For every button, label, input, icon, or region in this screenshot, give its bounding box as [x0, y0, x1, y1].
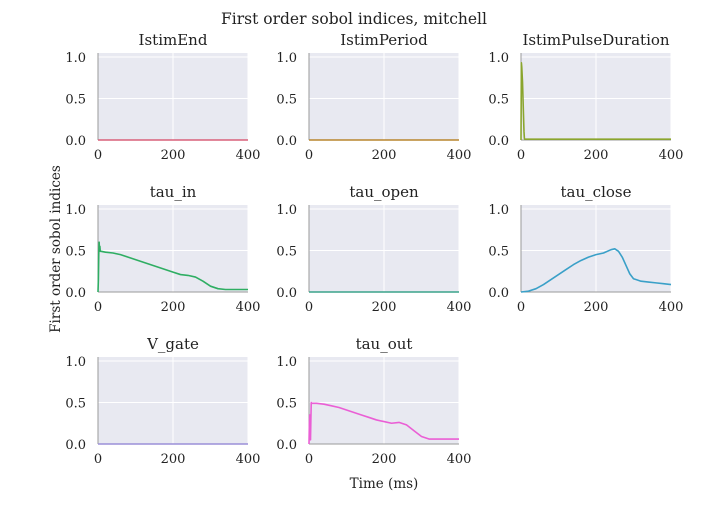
panel-4-xtick-label: 0	[305, 300, 313, 315]
panel-1: IstimPeriod 0.0 0.5 1.0 0 200 400	[276, 31, 471, 163]
panel-1-ytick-label: 0.5	[276, 93, 297, 108]
panel-6-ytick-label: 0.0	[65, 438, 86, 453]
panel-3-xtick-label: 0	[94, 300, 102, 315]
panel-7-title: tau_out	[356, 335, 413, 353]
panel-7-series-line	[308, 401, 459, 445]
panel-2-xtick-label: 200	[584, 148, 609, 163]
panel-0-title: IstimEnd	[139, 31, 208, 49]
panel-0-xtick-label: 400	[236, 148, 261, 163]
panel-5-xtick-label: 200	[584, 300, 609, 315]
panel-6: V_gate 0.0 0.5 1.0 0 200 400	[65, 335, 260, 467]
panel-2: IstimPulseDuration 0.0 0.5 1.0 0 200 400	[488, 31, 683, 163]
panel-4-xtick-label: 200	[372, 300, 397, 315]
panel-3-xtick-label: 400	[236, 300, 261, 315]
panel-1-ytick-label: 0.0	[276, 134, 297, 149]
panel-4-ytick-label: 1.0	[276, 203, 297, 218]
panel-6-xtick-label: 200	[161, 452, 186, 467]
panel-5-series-line	[520, 248, 672, 293]
panel-3-ytick-label: 0.0	[65, 286, 86, 301]
panel-7-xtick-label: 200	[372, 452, 397, 467]
figure-ylabel: First order sobol indices	[48, 165, 64, 333]
panel-4-title: tau_open	[349, 183, 419, 201]
panel-2-title: IstimPulseDuration	[522, 31, 669, 49]
panel-6-xtick-label: 400	[236, 452, 261, 467]
panel-4-xtick-label: 400	[447, 300, 472, 315]
panel-4-ytick-label: 0.0	[276, 286, 297, 301]
panel-3-series-line	[97, 241, 248, 293]
panel-5-xtick-label: 0	[517, 300, 525, 315]
panel-0-ytick-label: 0.0	[65, 134, 86, 149]
panel-7-xtick-label: 0	[305, 452, 313, 467]
panel-0-xtick-label: 200	[161, 148, 186, 163]
panel-5-title: tau_close	[561, 183, 632, 201]
panel-1-xtick-label: 200	[372, 148, 397, 163]
panel-7-ytick-label: 1.0	[276, 355, 297, 370]
subplot-grid: IstimEnd 0.0 0.5 1.0 0 200 400 IstimPeriod 0.0 0.…	[65, 31, 683, 467]
panel-3-ytick-label: 1.0	[65, 203, 86, 218]
panel-6-ytick-label: 0.5	[65, 397, 86, 412]
panel-1-xtick-label: 0	[305, 148, 313, 163]
panel-4: tau_open 0.0 0.5 1.0 0 200 400	[276, 183, 471, 315]
panel-5-ytick-label: 1.0	[488, 203, 509, 218]
panel-7-ytick-label: 0.0	[276, 438, 297, 453]
panel-2-ytick-label: 0.0	[488, 134, 509, 149]
panel-0-ytick-label: 0.5	[65, 93, 86, 108]
panel-1-title: IstimPeriod	[340, 31, 428, 49]
panel-6-title: V_gate	[146, 335, 199, 353]
panel-5: tau_close 0.0 0.5 1.0 0 200 400	[488, 183, 683, 315]
panel-5-ytick-label: 0.5	[488, 245, 509, 260]
panel-1-ytick-label: 1.0	[276, 51, 297, 66]
figure-suptitle: First order sobol indices, mitchell	[221, 10, 487, 28]
panel-4-ytick-label: 0.5	[276, 245, 297, 260]
panel-1-xtick-label: 400	[447, 148, 472, 163]
panel-7: tau_out 0.0 0.5 1.0 0 200 400	[276, 335, 471, 467]
panel-0-xtick-label: 0	[94, 148, 102, 163]
panel-2-series-line	[520, 62, 671, 141]
figure-xlabel: Time (ms)	[350, 476, 419, 492]
panel-6-ytick-label: 1.0	[65, 355, 86, 370]
panel-2-ytick-label: 0.5	[488, 93, 509, 108]
panel-2-xtick-label: 400	[659, 148, 684, 163]
panel-7-xtick-label: 400	[447, 452, 472, 467]
panel-3: tau_in 0.0 0.5 1.0 0 200 400	[65, 183, 260, 315]
panel-3-title: tau_in	[150, 183, 197, 201]
panel-5-ytick-label: 0.0	[488, 286, 509, 301]
panel-0: IstimEnd 0.0 0.5 1.0 0 200 400	[65, 31, 260, 163]
panel-2-ytick-label: 1.0	[488, 51, 509, 66]
panel-6-xtick-label: 0	[94, 452, 102, 467]
panel-3-ytick-label: 0.5	[65, 245, 86, 260]
panel-5-xtick-label: 400	[659, 300, 684, 315]
panel-7-ytick-label: 0.5	[276, 397, 297, 412]
panel-0-ytick-label: 1.0	[65, 51, 86, 66]
panel-3-xtick-label: 200	[161, 300, 186, 315]
panel-2-xtick-label: 0	[517, 148, 525, 163]
